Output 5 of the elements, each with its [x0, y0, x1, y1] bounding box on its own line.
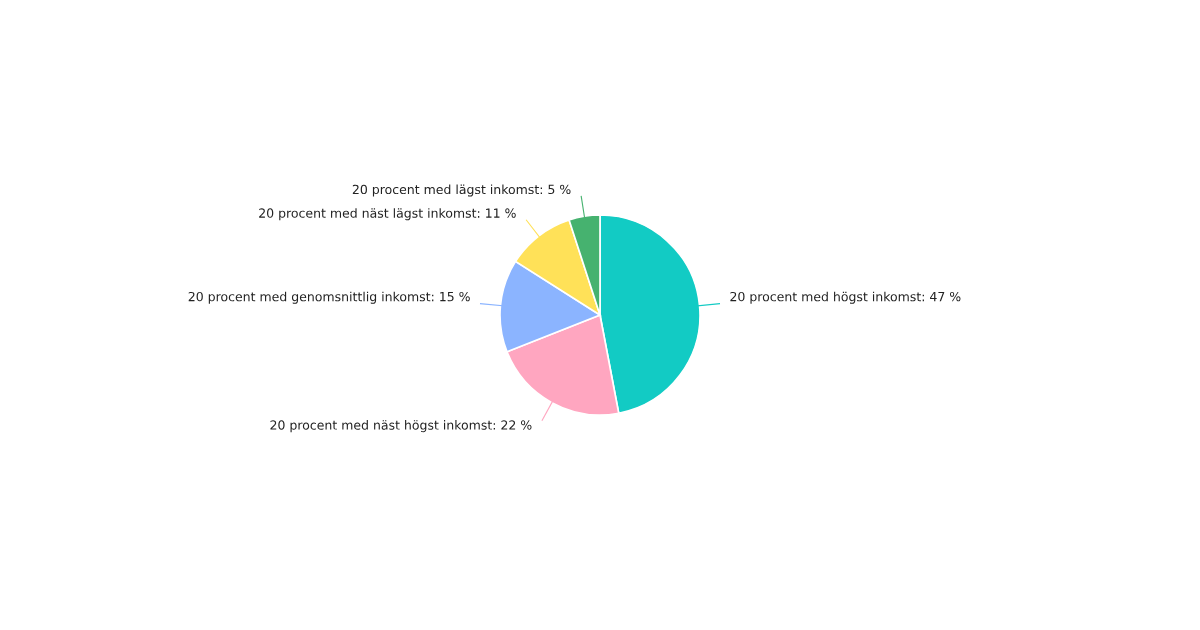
slice-label: 20 procent med näst högst inkomst: 22 %	[270, 420, 532, 433]
slice-label: 20 procent med genomsnittlig inkomst: 15 %	[188, 291, 470, 304]
slice-label: 20 procent med lägst inkomst: 5 %	[352, 184, 571, 197]
slice-label: 20 procent med näst lägst inkomst: 11 %	[259, 208, 516, 221]
slice-label: 20 procent med högst inkomst: 47 %	[730, 291, 961, 304]
